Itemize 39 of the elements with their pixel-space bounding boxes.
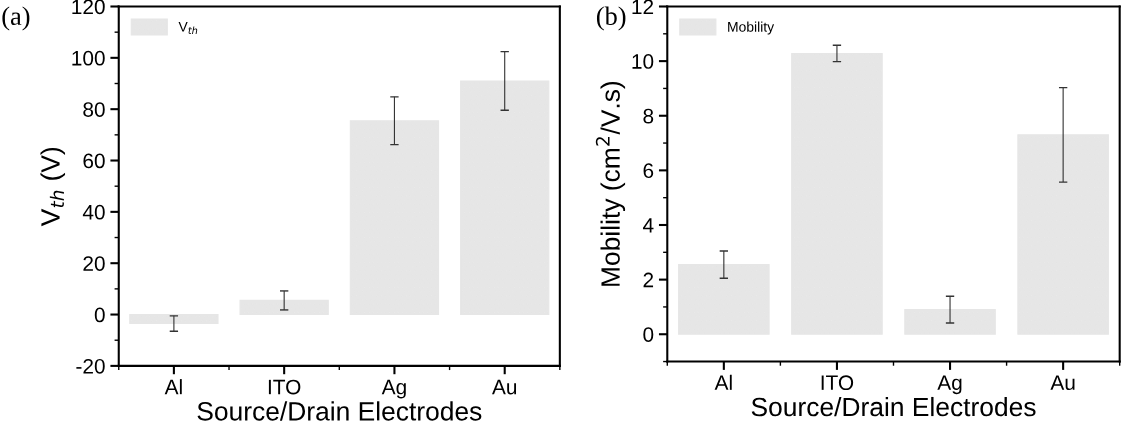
x-tick-label: ITO (268, 379, 301, 395)
x-tick-label: ITO (821, 375, 854, 391)
bar (791, 52, 883, 335)
text: (b) (596, 6, 626, 31)
y-tick-label: 2 (643, 272, 654, 288)
x-tick-label: Al (164, 379, 182, 395)
y-axis-title: V$_{th}$ (V) (40, 147, 66, 227)
y-tick-label: 20 (83, 256, 105, 271)
y-tick-label: 0 (643, 327, 654, 342)
x-tick-label: Au (492, 379, 517, 395)
y-tick-label: 0 (94, 307, 105, 323)
y-tick-label: 80 (83, 102, 105, 117)
text: (a) (2, 6, 30, 31)
y-tick-label: 4 (642, 218, 654, 233)
y-tick-label: 40 (82, 204, 105, 220)
x-tick-label: Ag (381, 379, 406, 399)
bar (1017, 134, 1109, 335)
y-tick-label: 12 (632, 0, 654, 15)
legend-label: Mobility (728, 21, 775, 35)
y-tick-label: 8 (643, 108, 654, 124)
y-axis-title: Mobility (cm$^{2}$/V.s) (595, 81, 626, 286)
x-axis-title: Source/Drain Electrodes (751, 396, 1036, 417)
x-tick-label: Au (1050, 375, 1075, 391)
x-tick-label: Al (714, 374, 732, 390)
y-tick-label: 120 (72, 0, 105, 15)
y-tick-label: 100 (72, 50, 105, 66)
bar (678, 264, 770, 335)
bar (349, 120, 440, 316)
x-axis-title: Source/Drain Electrodes (197, 401, 482, 421)
y-tick-label: 6 (643, 163, 654, 179)
legend-label: V$_{th}$ (178, 22, 198, 34)
y-tick-label: -20 (76, 358, 105, 374)
x-tick-label: Ag (937, 375, 962, 395)
y-tick-label: 60 (83, 153, 105, 169)
bar (239, 299, 329, 316)
y-tick-label: 10 (632, 54, 654, 69)
bar (129, 313, 219, 325)
bar (904, 309, 996, 335)
bar (460, 80, 550, 316)
